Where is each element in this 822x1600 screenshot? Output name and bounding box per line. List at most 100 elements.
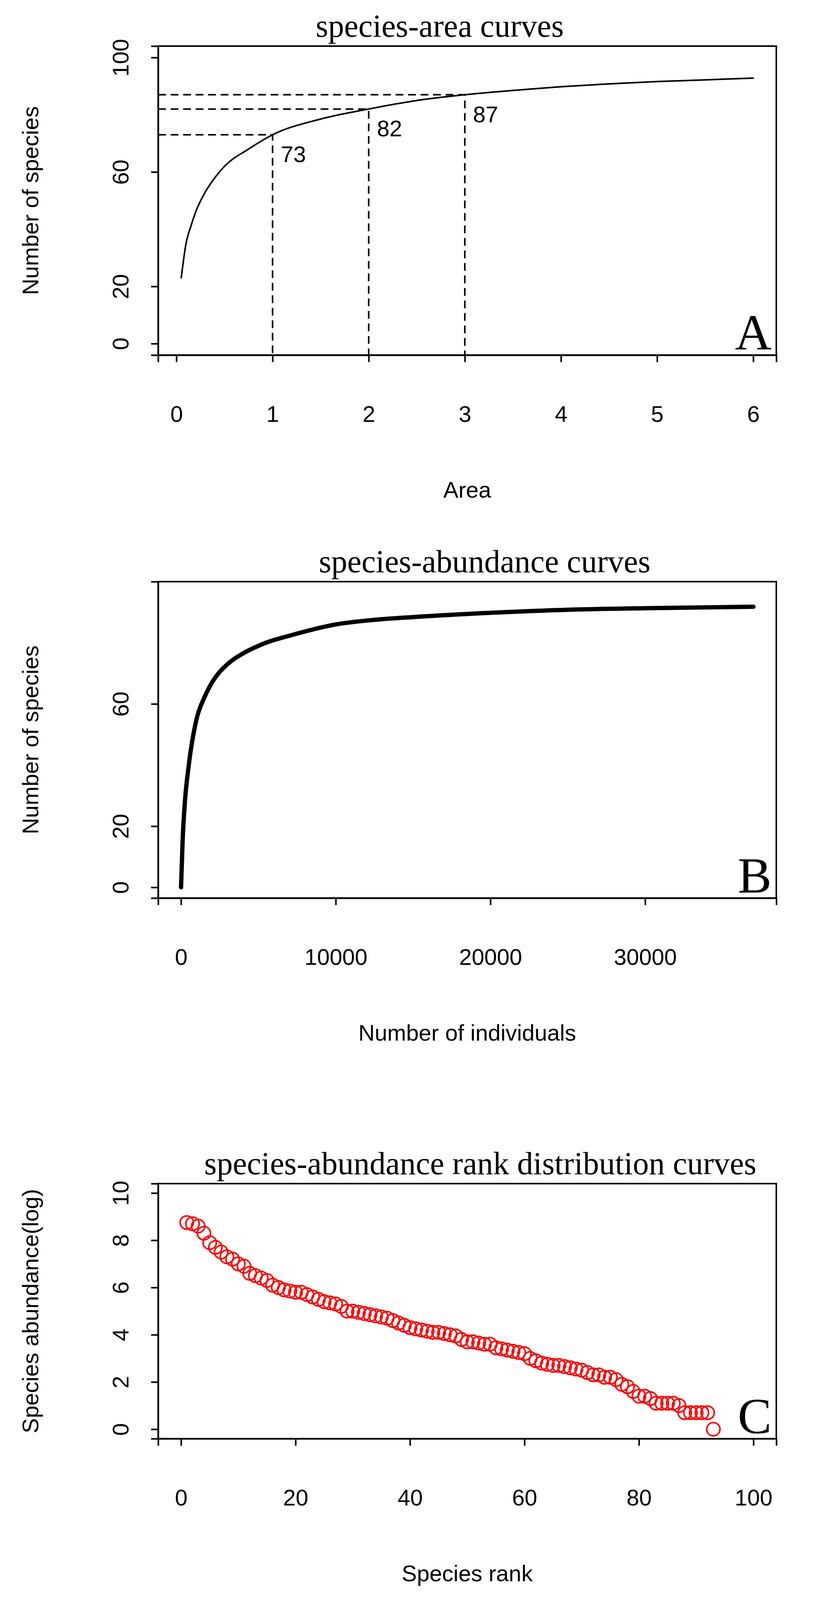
tick: 5 <box>650 354 664 427</box>
tick: 60 <box>511 1438 538 1510</box>
tick-label: 3 <box>458 401 472 427</box>
title: species-abundance curves <box>318 543 651 580</box>
tick-label: 30000 <box>613 943 677 970</box>
marks <box>180 1215 720 1436</box>
tick-mark <box>151 703 159 705</box>
panel-label: A <box>734 304 772 361</box>
tick: 1 <box>266 354 279 427</box>
tick-label: 60 <box>107 691 134 717</box>
panel-label: B <box>737 846 772 904</box>
panel: 0204060801000246810species-abundance ran… <box>17 1145 777 1586</box>
tick-mark <box>151 57 159 59</box>
tick-mark <box>489 897 492 905</box>
point <box>700 1405 715 1419</box>
tick: 8 <box>107 1233 159 1247</box>
tick-mark <box>524 1438 526 1446</box>
curve <box>181 78 754 278</box>
tick-mark <box>368 354 370 362</box>
tick: 4 <box>107 1328 159 1341</box>
tick: 2 <box>362 354 376 427</box>
y-axis: 0 2 4 6 8 10 <box>107 1180 159 1439</box>
tick-mark <box>335 897 337 905</box>
tick: 20000 <box>459 897 523 970</box>
tick: 0 <box>107 1422 159 1436</box>
figure: 012345602060100738287species-area curves… <box>0 0 822 1600</box>
tick-mark <box>151 1428 159 1430</box>
annotation: 82 <box>376 115 403 141</box>
tick-mark <box>409 1438 411 1446</box>
panel: 0 10000 20000 30000 0 20 60 species-abundance c… <box>17 543 777 1045</box>
tick: 80 <box>626 1438 652 1510</box>
tick-mark <box>644 897 647 905</box>
tick-mark <box>151 342 159 345</box>
tick-label: 60 <box>107 159 134 186</box>
panel-label: C <box>737 1387 772 1444</box>
plot-frame <box>158 581 777 898</box>
tick: 4 <box>554 354 568 427</box>
tick-mark <box>151 171 159 173</box>
x-axis: 0 20 40 60 80 100 <box>158 1438 777 1510</box>
tick: 2 <box>107 1375 159 1388</box>
tick: 0 <box>107 880 159 894</box>
tick-label: 20 <box>107 813 134 839</box>
marks <box>158 78 754 355</box>
tick-mark <box>151 825 159 828</box>
tick: 20 <box>283 1438 309 1510</box>
axis-line <box>158 1438 777 1446</box>
tick-label: 20 <box>283 1484 309 1510</box>
title: species-area curves <box>315 8 564 44</box>
tick-mark <box>175 354 178 362</box>
tick-mark <box>151 1239 159 1242</box>
tick: 60 <box>107 159 159 186</box>
x-axis-title: Number of individuals <box>358 1019 577 1045</box>
tick-label: 0 <box>107 880 134 894</box>
tick-label: 20 <box>107 273 134 300</box>
tick-label: 100 <box>107 38 134 77</box>
tick-label: 8 <box>107 1233 134 1247</box>
axis-line <box>151 1183 159 1439</box>
tick-mark <box>151 1286 159 1289</box>
tick-label: 0 <box>107 337 134 350</box>
y-axis-title: Number of species <box>17 645 43 835</box>
tick-label: 0 <box>174 943 188 970</box>
tick: 40 <box>397 1438 423 1510</box>
tick-mark <box>151 1380 159 1383</box>
tick: 60 <box>107 691 159 717</box>
tick: 10000 <box>304 897 368 970</box>
tick-label: 5 <box>650 401 664 427</box>
tick-mark <box>180 897 182 905</box>
tick: 20 <box>107 273 159 300</box>
point <box>620 1379 635 1393</box>
axis-line <box>151 46 159 356</box>
tick: 6 <box>107 1280 159 1294</box>
tick-label: 4 <box>554 401 568 427</box>
y-axis: 0 20 60 100 <box>107 38 159 355</box>
tick-mark <box>151 285 159 288</box>
tick: 100 <box>107 38 159 77</box>
point <box>706 1422 721 1436</box>
tick-label: 40 <box>397 1484 423 1510</box>
tick-label: 6 <box>747 401 760 427</box>
annotation: 87 <box>472 101 499 127</box>
tick: 0 <box>174 1438 188 1510</box>
point <box>197 1226 211 1240</box>
tick-label: 10000 <box>304 943 368 970</box>
tick-mark <box>151 886 159 888</box>
y-axis-title: Species abundance(log) <box>17 1188 43 1434</box>
tick: 0 <box>174 897 188 970</box>
annotation: 73 <box>280 141 307 167</box>
tick-label: 4 <box>107 1328 134 1341</box>
marks <box>181 606 754 887</box>
curve <box>181 606 754 887</box>
tick-label: 0 <box>170 401 183 427</box>
tick: 0 <box>107 337 159 350</box>
tick-label: 100 <box>734 1484 773 1510</box>
point <box>208 1240 223 1254</box>
guide-line <box>158 94 465 355</box>
y-axis: 0 20 60 <box>107 581 159 899</box>
axis-line <box>151 581 159 899</box>
tick: 10 <box>107 1180 159 1206</box>
tick-label: 2 <box>362 401 376 427</box>
point <box>203 1235 217 1249</box>
x-axis: 0 1 2 3 4 5 6 <box>158 354 777 427</box>
